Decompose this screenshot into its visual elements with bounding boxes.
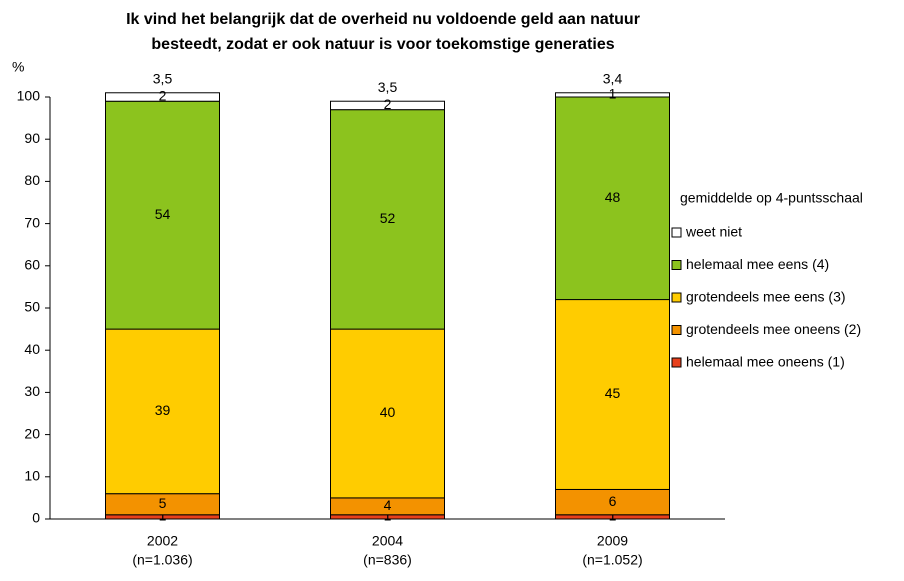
- average-label: 3,4: [603, 70, 623, 86]
- data-label: 54: [155, 206, 171, 222]
- y-tick-label: 40: [24, 341, 40, 357]
- x-tick-label: 2009: [597, 533, 628, 549]
- bar-segment: [555, 299, 670, 490]
- x-tick-label: 2004: [372, 533, 403, 549]
- y-axis-label: %: [12, 59, 24, 75]
- legend-label: grotendeels mee oneens (2): [686, 321, 861, 337]
- bar-segment: [555, 92, 670, 98]
- y-tick-label: 50: [24, 299, 40, 315]
- data-label: 5: [159, 495, 167, 511]
- y-tick-label: 20: [24, 425, 40, 441]
- y-tick-label: 10: [24, 468, 40, 484]
- data-label: 48: [605, 189, 621, 205]
- data-label: 1: [609, 86, 617, 102]
- bar-segment: [105, 92, 220, 102]
- legend-heading: gemiddelde op 4-puntsschaal: [680, 190, 863, 206]
- data-label: 1: [159, 508, 167, 524]
- data-label: 4: [384, 497, 392, 513]
- y-tick-label: 100: [17, 88, 41, 104]
- x-tick-sublabel: (n=836): [363, 552, 412, 568]
- y-tick-label: 90: [24, 130, 40, 146]
- legend-swatch: [671, 227, 682, 238]
- legend-swatch: [671, 357, 682, 368]
- data-label: 2: [159, 88, 167, 104]
- data-label: 39: [155, 402, 171, 418]
- data-label: 52: [380, 210, 396, 226]
- legend-swatch: [671, 292, 682, 303]
- data-label: 2: [384, 96, 392, 112]
- data-label: 6: [609, 493, 617, 509]
- legend-label: helemaal mee eens (4): [686, 256, 829, 272]
- y-tick-label: 80: [24, 172, 40, 188]
- legend-label: weet niet: [685, 224, 742, 240]
- data-label: 45: [605, 385, 621, 401]
- chart-title: besteedt, zodat er ook natuur is voor to…: [151, 36, 614, 53]
- average-label: 3,5: [378, 79, 398, 95]
- y-tick-label: 70: [24, 214, 40, 230]
- chart-title: Ik vind het belangrijk dat de overheid n…: [126, 11, 640, 28]
- x-tick-sublabel: (n=1.036): [132, 552, 192, 568]
- legend-label: grotendeels mee eens (3): [686, 289, 846, 305]
- x-tick-sublabel: (n=1.052): [582, 552, 642, 568]
- y-tick-label: 0: [32, 510, 40, 526]
- x-tick-label: 2002: [147, 533, 178, 549]
- y-tick-label: 30: [24, 383, 40, 399]
- y-tick-label: 60: [24, 257, 40, 273]
- bar-segment: [330, 109, 445, 330]
- data-label: 1: [384, 508, 392, 524]
- bar-segment: [555, 96, 670, 301]
- data-label: 40: [380, 404, 396, 420]
- legend-swatch: [671, 325, 682, 335]
- bar-segment: [330, 328, 445, 499]
- average-label: 3,5: [153, 70, 173, 86]
- legend-label: helemaal mee oneens (1): [686, 354, 845, 370]
- data-label: 1: [609, 508, 617, 524]
- bar-segment: [330, 100, 445, 111]
- legend-swatch: [671, 260, 682, 270]
